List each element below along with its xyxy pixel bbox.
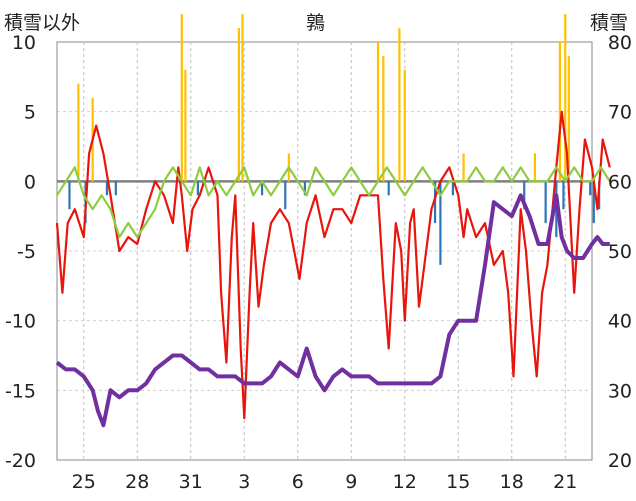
y-right-tick-1: 70 bbox=[608, 102, 632, 124]
x-tick-7: 15 bbox=[446, 471, 470, 493]
spike-series bbox=[68, 14, 601, 265]
y-left-tick-0: 10 bbox=[12, 32, 36, 54]
x-tick-1: 28 bbox=[125, 471, 149, 493]
y-right-tick-6: 20 bbox=[608, 450, 632, 472]
y-right-tick-3: 50 bbox=[608, 241, 632, 263]
y-left-tick-5: -15 bbox=[5, 380, 36, 402]
series-line-1 bbox=[56, 166, 611, 239]
y-right-label: 積雪 bbox=[590, 12, 629, 34]
x-tick-6: 12 bbox=[393, 471, 417, 493]
y-left-tick-4: -10 bbox=[5, 311, 36, 333]
x-ticks: 25 28 31 3 6 9 12 15 18 21 bbox=[72, 471, 578, 493]
x-tick-8: 18 bbox=[500, 471, 524, 493]
x-tick-2: 31 bbox=[179, 471, 203, 493]
line-series bbox=[55, 110, 611, 428]
y-right-tick-2: 60 bbox=[608, 171, 632, 193]
y-right-tick-5: 30 bbox=[608, 380, 632, 402]
chart-title: 鶉 bbox=[306, 12, 326, 34]
x-tick-0: 25 bbox=[72, 471, 96, 493]
x-tick-3: 3 bbox=[238, 471, 250, 493]
y-left-tick-6: -20 bbox=[5, 450, 36, 472]
y-right-tick-4: 40 bbox=[608, 311, 632, 333]
y-right-ticks: 80 70 60 50 40 30 20 bbox=[608, 32, 632, 472]
series-line-0 bbox=[55, 110, 611, 420]
y-left-label: 積雪以外 bbox=[4, 12, 81, 34]
y-left-tick-2: 0 bbox=[24, 171, 36, 193]
y-left-tick-3: -5 bbox=[17, 241, 36, 263]
y-right-tick-0: 80 bbox=[608, 32, 632, 54]
x-tick-4: 6 bbox=[292, 471, 304, 493]
x-tick-9: 21 bbox=[553, 471, 577, 493]
y-left-ticks: 10 5 0 -5 -10 -15 -20 bbox=[5, 32, 36, 472]
series-line-2 bbox=[55, 193, 610, 428]
y-left-tick-1: 5 bbox=[24, 102, 36, 124]
x-tick-5: 9 bbox=[345, 471, 357, 493]
